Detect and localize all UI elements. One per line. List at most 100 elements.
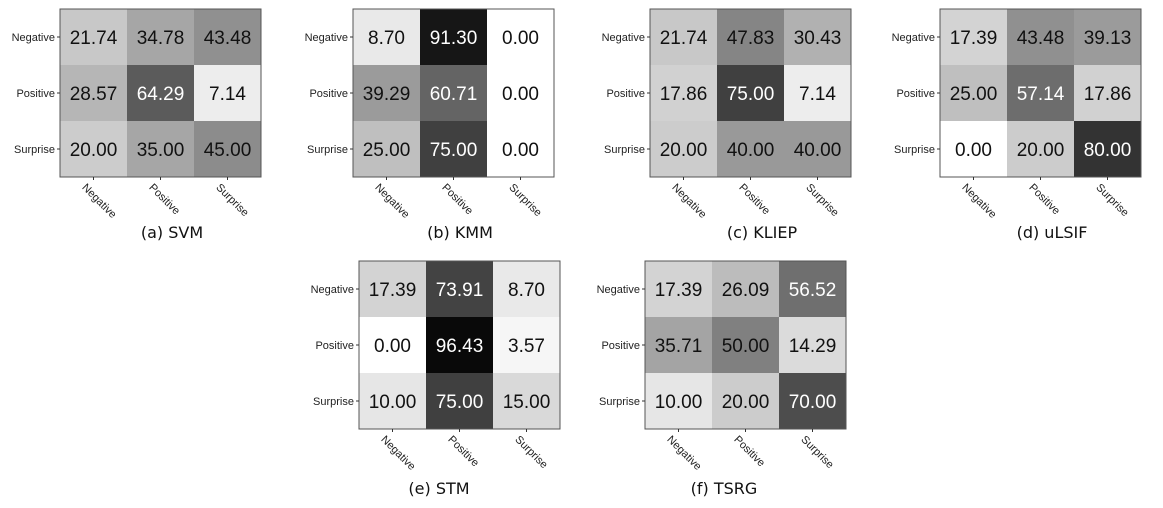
caption-stm: (e) STM xyxy=(408,479,470,498)
cell-value-label: 35.71 xyxy=(655,336,703,357)
cell-value-label: 0.00 xyxy=(502,140,539,161)
col-tick-label: Positive xyxy=(731,434,767,470)
heatmap-cell xyxy=(127,65,194,121)
col-tick-label: Surprise xyxy=(798,434,835,471)
cell-value-label: 50.00 xyxy=(722,336,770,357)
heatmap-cell xyxy=(779,317,846,373)
caption-ulsif: (d) uLSIF xyxy=(1016,223,1088,242)
heatmap-cell xyxy=(645,317,712,373)
cell-value-label: 35.00 xyxy=(137,140,185,161)
heatmap-cell xyxy=(487,65,554,121)
heatmap-cell xyxy=(1074,121,1141,177)
heatmap-cell xyxy=(493,373,560,429)
heatmap-cell xyxy=(194,65,261,121)
cell-value-label: 20.00 xyxy=(1017,140,1065,161)
row-tick-label: Negative xyxy=(311,284,354,296)
cell-value-label: 34.78 xyxy=(137,28,185,49)
cell-value-label: 43.48 xyxy=(204,28,252,49)
heatmap-cell xyxy=(127,121,194,177)
heatmap-cell xyxy=(717,65,784,121)
cell-value-label: 25.00 xyxy=(950,84,998,105)
heatmap-4: 17.39 73.91 8.70 0.00 96.43 3.57 10.00 75.00 15.… xyxy=(311,260,561,473)
heatmap-cell xyxy=(420,121,487,177)
heatmap-cell xyxy=(1007,65,1074,121)
cell-value-label: 8.70 xyxy=(508,280,545,301)
heatmap-cell xyxy=(426,373,493,429)
heatmap-cell xyxy=(1007,121,1074,177)
caption-svm: (a) SVM xyxy=(140,223,204,242)
col-tick-label: Surprise xyxy=(803,182,840,219)
heatmap-cell xyxy=(194,121,261,177)
heatmap-cell xyxy=(784,9,851,65)
heatmap-cell xyxy=(420,65,487,121)
heatmap-cell xyxy=(359,373,426,429)
caption-kliep: (c) KLIEP xyxy=(726,223,798,242)
col-tick-label: Positive xyxy=(146,182,182,218)
cell-value-label: 17.86 xyxy=(660,84,708,105)
cell-value-label: 45.00 xyxy=(204,140,252,161)
cell-value-label: 17.39 xyxy=(655,280,703,301)
heatmap-cell xyxy=(1074,65,1141,121)
cell-value-label: 17.39 xyxy=(369,280,417,301)
caption-tsrg: (f) TSRG xyxy=(690,479,758,498)
heatmap-cell xyxy=(717,9,784,65)
cell-value-label: 56.52 xyxy=(789,280,837,301)
heatmap-cell xyxy=(60,9,127,65)
cell-value-label: 17.39 xyxy=(950,28,998,49)
row-tick-label: Positive xyxy=(309,88,348,100)
cell-value-label: 0.00 xyxy=(502,84,539,105)
cell-value-label: 20.00 xyxy=(70,140,118,161)
heatmap-cell xyxy=(712,317,779,373)
col-tick-label: Positive xyxy=(445,434,481,470)
heatmap-5: 17.39 26.09 56.52 35.71 50.00 14.29 10.00 20.00… xyxy=(597,260,847,473)
heatmap-cell xyxy=(650,9,717,65)
heatmap-cell xyxy=(60,121,127,177)
col-tick-label: Surprise xyxy=(213,182,250,219)
heatmap-cell xyxy=(426,261,493,317)
heatmap-cell xyxy=(712,373,779,429)
cell-value-label: 21.74 xyxy=(70,28,118,49)
col-tick-label: Positive xyxy=(1026,182,1062,218)
col-tick-label: Negative xyxy=(79,182,118,221)
heatmap-cell xyxy=(645,261,712,317)
heatmap-cell xyxy=(127,9,194,65)
row-tick-label: Surprise xyxy=(14,144,55,156)
heatmap-cell xyxy=(353,65,420,121)
cell-value-label: 60.71 xyxy=(430,84,478,105)
cell-value-label: 7.14 xyxy=(209,84,246,105)
heatmap-cell xyxy=(359,317,426,373)
cell-value-label: 0.00 xyxy=(955,140,992,161)
col-tick-label: Negative xyxy=(669,182,708,221)
cell-value-label: 28.57 xyxy=(70,84,118,105)
col-tick-label: Positive xyxy=(736,182,772,218)
heatmap-cell xyxy=(493,261,560,317)
heatmap-cell xyxy=(1074,9,1141,65)
cell-value-label: 26.09 xyxy=(722,280,770,301)
row-tick-label: Positive xyxy=(601,340,640,352)
cell-value-label: 14.29 xyxy=(789,336,837,357)
cell-value-label: 75.00 xyxy=(436,392,484,413)
heatmap-cell xyxy=(353,121,420,177)
row-tick-label: Negative xyxy=(892,32,935,44)
cell-value-label: 75.00 xyxy=(430,140,478,161)
col-tick-label: Negative xyxy=(959,182,998,221)
col-tick-label: Negative xyxy=(664,434,703,473)
row-tick-label: Negative xyxy=(597,284,640,296)
heatmap-cell xyxy=(487,121,554,177)
row-tick-label: Positive xyxy=(315,340,354,352)
heatmap-cell xyxy=(940,65,1007,121)
row-tick-label: Negative xyxy=(12,32,55,44)
row-tick-label: Negative xyxy=(602,32,645,44)
cell-value-label: 39.13 xyxy=(1084,28,1132,49)
cell-value-label: 40.00 xyxy=(727,140,775,161)
heatmap-cell xyxy=(784,121,851,177)
heatmap-cell xyxy=(353,9,420,65)
cell-value-label: 7.14 xyxy=(799,84,836,105)
col-tick-label: Surprise xyxy=(1093,182,1130,219)
row-tick-label: Surprise xyxy=(599,396,640,408)
heatmap-cell xyxy=(426,317,493,373)
heatmap-cell xyxy=(717,121,784,177)
heatmap-cell xyxy=(493,317,560,373)
